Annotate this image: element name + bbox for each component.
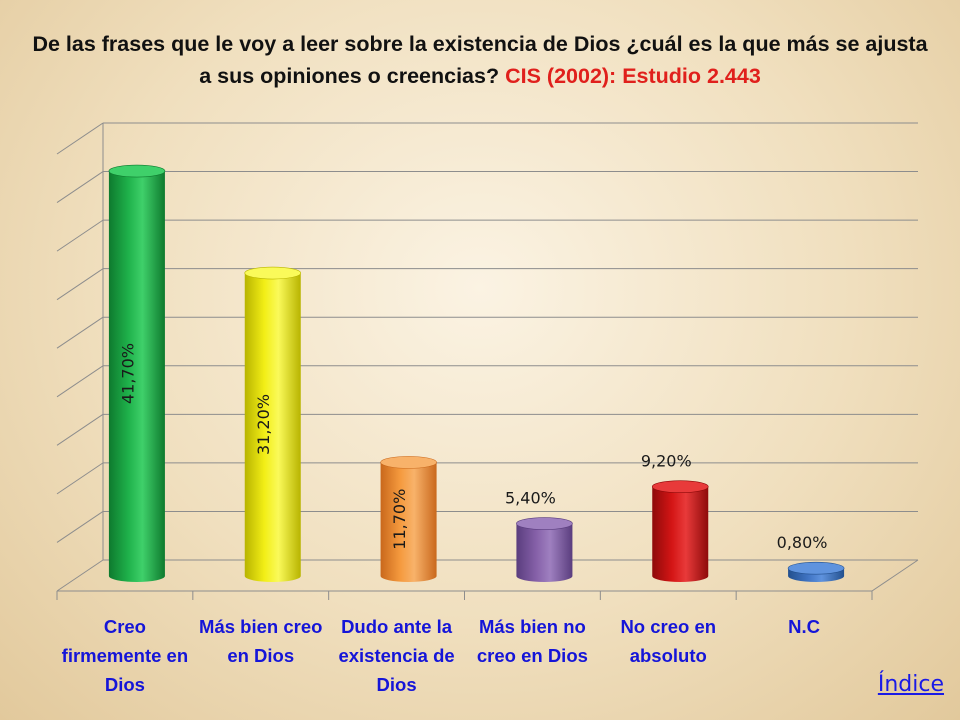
bar-top xyxy=(380,456,437,469)
bar-top xyxy=(516,517,573,530)
gridline-diagonal xyxy=(56,122,104,155)
data-label: 11,70% xyxy=(390,489,409,550)
bar-top xyxy=(787,561,845,575)
chart-title-main: De las frases que le voy a leer sobre la… xyxy=(32,32,928,88)
gridline-diagonal xyxy=(56,511,104,543)
gridline-diagonal xyxy=(56,219,104,252)
bar-top xyxy=(108,164,166,178)
bar-top xyxy=(651,480,709,493)
bar xyxy=(652,486,709,582)
bar xyxy=(380,462,437,582)
gridline-diagonal xyxy=(56,268,104,301)
category-label: Más bien no creo en Dios xyxy=(476,616,588,666)
chart-title: De las frases que le voy a leer sobre la… xyxy=(30,28,930,92)
gridline-diagonal xyxy=(56,316,104,349)
chart-title-source: CIS (2002): Estudio 2.443 xyxy=(505,64,761,88)
data-label: 0,80% xyxy=(777,533,828,552)
data-label: 9,20% xyxy=(641,452,692,471)
category-label: Más bien creo en Dios xyxy=(199,616,323,666)
gridline-diagonal xyxy=(56,559,104,592)
category-label: Dudo ante la existencia de Dios xyxy=(338,616,455,695)
floor-right-edge xyxy=(871,559,919,592)
gridline-diagonal xyxy=(56,171,104,203)
bar xyxy=(516,523,573,582)
data-label: 31,20% xyxy=(254,394,273,455)
category-label: N.C xyxy=(788,616,821,637)
data-label: 41,70% xyxy=(118,343,137,404)
bar-top xyxy=(244,266,302,280)
gridline-diagonal xyxy=(56,413,104,446)
data-label: 5,40% xyxy=(505,489,556,508)
bar xyxy=(244,273,301,582)
category-label: No creo en absoluto xyxy=(620,616,717,666)
bar xyxy=(108,171,165,582)
gridline-diagonal xyxy=(56,365,104,398)
category-label: Creo firmemente en Dios xyxy=(61,616,189,695)
index-link[interactable]: Índice xyxy=(877,672,944,697)
gridline-diagonal xyxy=(56,462,104,495)
